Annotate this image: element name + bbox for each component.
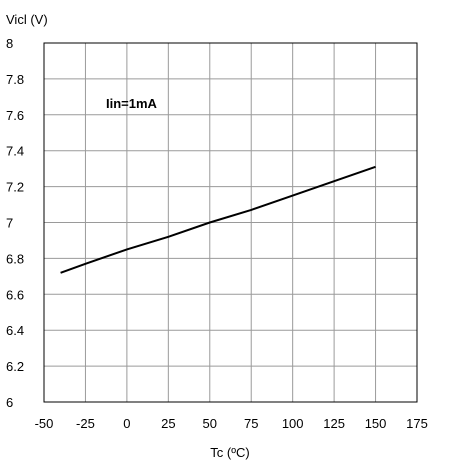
y-tick-label: 7: [6, 216, 13, 231]
x-tick-label: -50: [35, 416, 54, 431]
plot-frame: [43, 42, 418, 403]
x-tick-label: 25: [161, 416, 175, 431]
x-axis-label: Tc (ºC): [210, 445, 249, 460]
y-tick-label: 7.6: [6, 108, 24, 123]
y-tick-label: 6: [6, 395, 13, 410]
x-tick-label: 150: [365, 416, 387, 431]
series-line-0: [60, 165, 376, 274]
y-tick-label: 6.6: [6, 287, 24, 302]
x-tick-label: 100: [282, 416, 304, 431]
x-tick-label: 75: [244, 416, 258, 431]
y-tick-label: 7.4: [6, 144, 24, 159]
y-tick-label: 7.2: [6, 180, 24, 195]
y-tick-label: 6.2: [6, 359, 24, 374]
series-group: [60, 165, 376, 274]
y-tick-labels: 6 6.2 6.4 6.6 6.8 7 7.2 7.4 7.6 7.8 8: [6, 36, 24, 410]
y-tick-label: 6.8: [6, 251, 24, 266]
x-tick-label: 0: [123, 416, 130, 431]
grid: [44, 43, 417, 402]
x-tick-label: 175: [406, 416, 428, 431]
x-tick-label: 125: [323, 416, 345, 431]
y-tick-label: 8: [6, 36, 13, 51]
y-tick-label: 6.4: [6, 323, 24, 338]
x-tick-label: 50: [203, 416, 217, 431]
x-tick-labels: -50 -25 0 25 50 75 100 125 150 175: [35, 416, 428, 431]
y-axis-label: Vicl (V): [6, 12, 48, 27]
x-tick-label: -25: [76, 416, 95, 431]
y-tick-label: 7.8: [6, 72, 24, 87]
condition-annotation: Iin=1mA: [106, 96, 158, 111]
